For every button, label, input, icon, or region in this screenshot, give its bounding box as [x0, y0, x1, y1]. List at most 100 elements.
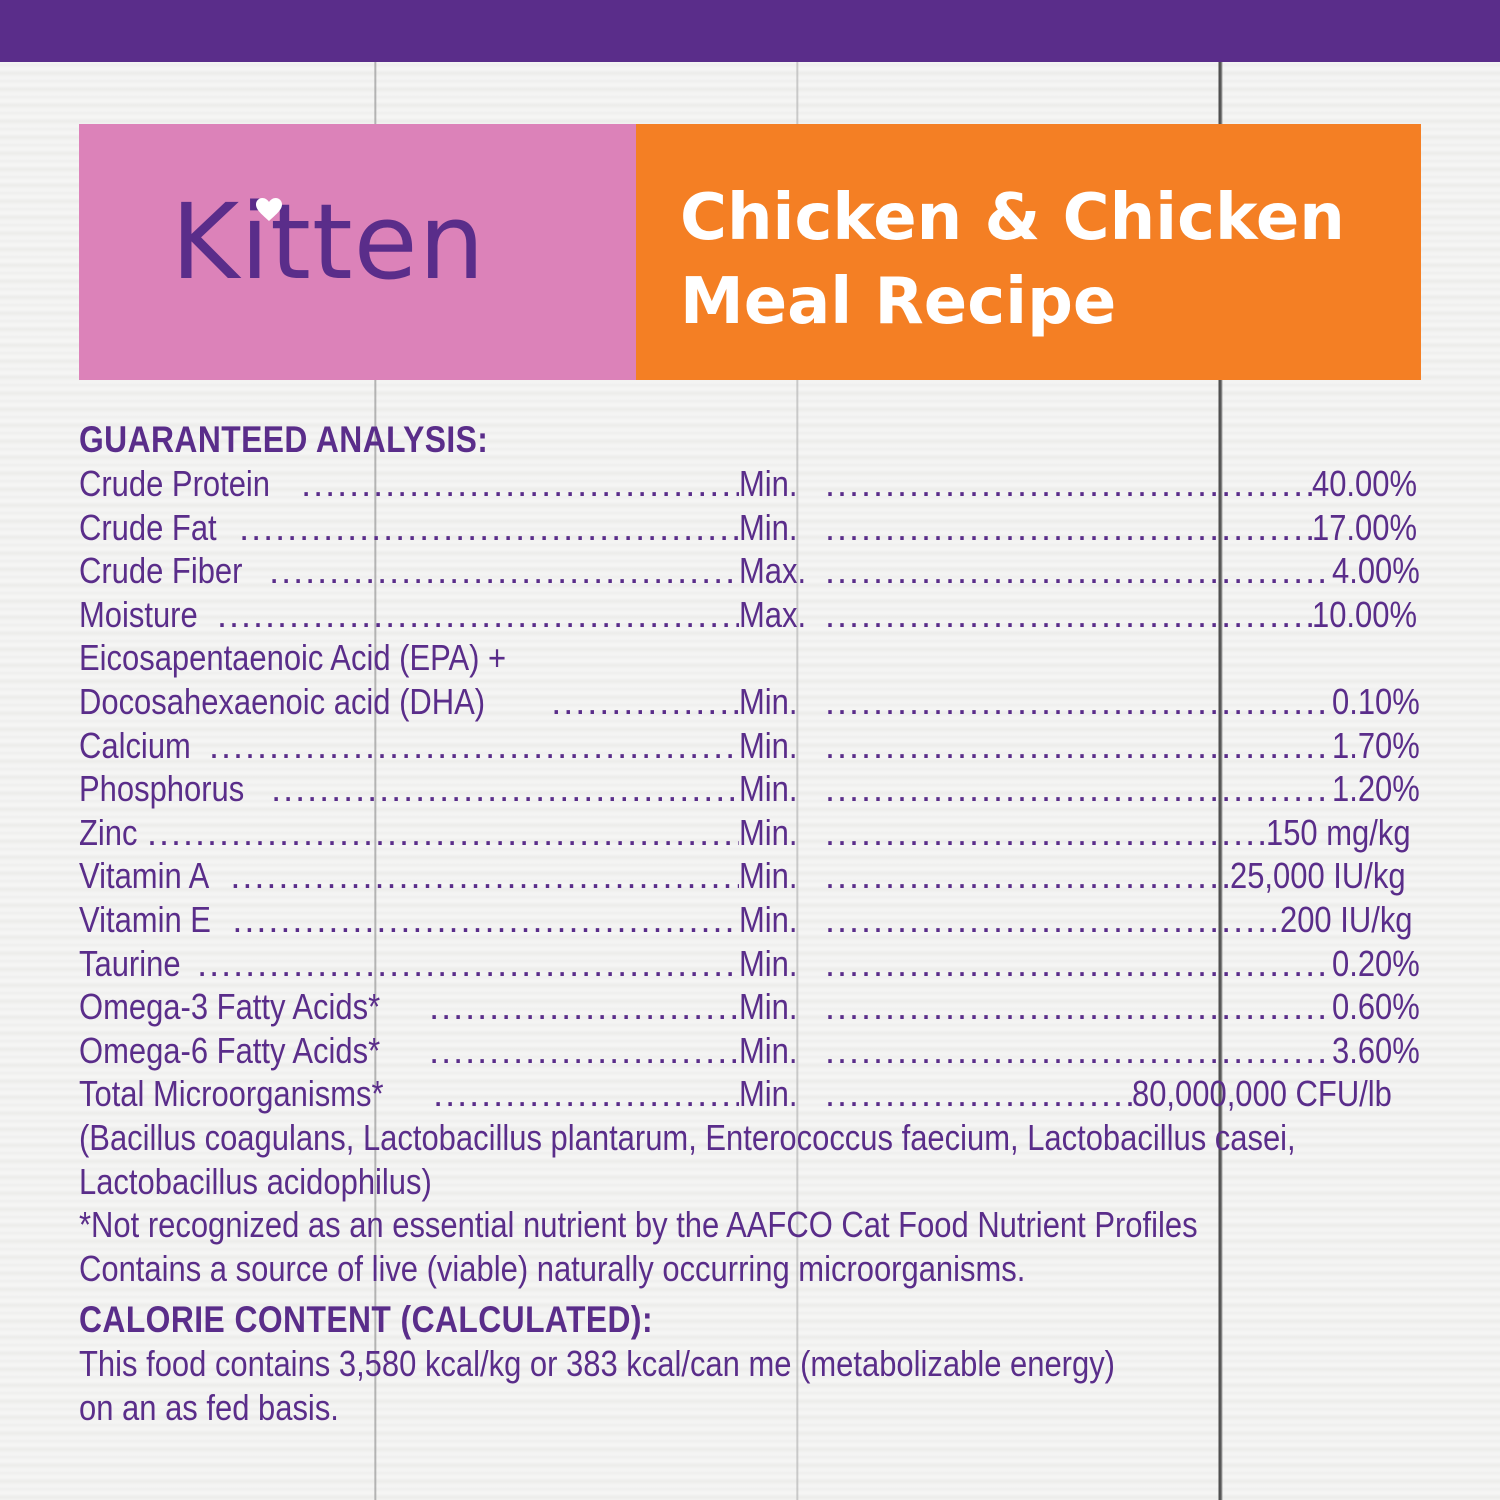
dot-leader — [147, 811, 739, 855]
table-row: Crude Fat Min. 17.00% — [79, 506, 1434, 550]
limit-type: Min. — [739, 506, 798, 548]
limit-type: Min. — [739, 680, 798, 722]
dot-leader — [825, 549, 1332, 593]
table-row: Zinc Min. 150 mg/kg — [79, 811, 1434, 855]
nutrient-name: Phosphorus — [79, 768, 245, 810]
table-row: Moisture Max. 10.00% — [79, 593, 1434, 637]
dot-leader — [825, 506, 1312, 550]
limit-type: Min. — [739, 1029, 798, 1071]
table-row: Omega-3 Fatty Acids* Min. 0.60% — [79, 985, 1434, 1029]
dot-leader — [825, 898, 1280, 942]
recipe-title: Chicken & Chicken Meal Recipe — [680, 181, 1345, 339]
nutrient-name: Taurine — [79, 942, 181, 984]
dot-leader — [825, 854, 1230, 898]
table-row: Docosahexaenoic acid (DHA) Min. 0.10% — [79, 680, 1434, 724]
dot-leader — [301, 462, 739, 506]
nutrition-panel: GUARANTEED ANALYSIS: Crude Protein Min. 40… — [79, 418, 1434, 1429]
dot-leader — [269, 549, 739, 593]
dot-leader — [433, 1072, 739, 1116]
dot-leader — [825, 767, 1332, 811]
nutrient-name: Calcium — [79, 724, 191, 766]
table-row: Total Microorganisms* Min. 80,000,000 CFU/… — [79, 1072, 1434, 1116]
table-row: Crude Protein Min. 40.00% — [79, 462, 1434, 506]
dot-leader — [232, 898, 739, 942]
table-row: Taurine Min. 0.20% — [79, 942, 1434, 986]
guaranteed-analysis-heading: GUARANTEED ANALYSIS: — [79, 419, 489, 460]
epa-line: Eicosapentaenoic Acid (EPA) + — [79, 637, 507, 679]
nutrient-value: 1.70% — [1331, 724, 1420, 766]
dot-leader — [217, 593, 739, 637]
table-row: Vitamin E Min. 200 IU/kg — [79, 898, 1434, 942]
nutrient-value: 0.10% — [1331, 680, 1420, 722]
dot-leader — [825, 985, 1332, 1029]
top-color-bar — [0, 0, 1500, 62]
nutrient-name: Omega-6 Fatty Acids* — [79, 1029, 381, 1071]
nutrient-value: 200 IU/kg — [1279, 898, 1413, 940]
nutrient-value: 4.00% — [1331, 550, 1420, 592]
nutrient-name: Docosahexaenoic acid (DHA) — [79, 680, 486, 722]
dot-leader — [551, 680, 739, 724]
organisms-list-line1: (Bacillus coagulans, Lactobacillus plant… — [79, 1116, 1296, 1158]
dot-leader — [271, 767, 739, 811]
dot-leader — [239, 506, 739, 550]
limit-type: Max. — [739, 550, 807, 592]
table-row: Calcium Min. 1.70% — [79, 724, 1434, 768]
dot-leader — [197, 942, 739, 986]
limit-type: Min. — [739, 942, 798, 984]
limit-type: Max. — [739, 593, 807, 635]
aafco-footnote: *Not recognized as an essential nutrient… — [79, 1204, 1198, 1246]
dot-leader — [825, 593, 1312, 637]
nutrient-value: 1.20% — [1331, 768, 1420, 810]
product-banner: Kitten Chicken & Chicken Meal Recipe — [79, 124, 1421, 380]
calorie-line2: on an as fed basis. — [79, 1386, 339, 1428]
dot-leader — [230, 854, 739, 898]
limit-type: Min. — [739, 986, 798, 1028]
recipe-panel: Chicken & Chicken Meal Recipe — [636, 124, 1421, 380]
nutrient-name: Crude Fat — [79, 506, 217, 548]
limit-type: Min. — [739, 463, 798, 504]
analysis-table: Crude Protein Min. 40.00% Crude Fat Min. 17.0… — [79, 462, 1434, 1116]
nutrient-value: 80,000,000 CFU/lb — [1131, 1073, 1392, 1115]
limit-type: Min. — [739, 768, 798, 810]
table-row: Phosphorus Min. 1.20% — [79, 767, 1434, 811]
dot-leader — [429, 985, 739, 1029]
dot-leader — [825, 680, 1332, 724]
limit-type: Min. — [739, 1073, 798, 1115]
dot-leader — [825, 942, 1332, 986]
nutrient-value: 0.60% — [1331, 986, 1420, 1028]
nutrient-name: Moisture — [79, 593, 198, 635]
table-row: Crude Fiber Max. 4.00% — [79, 549, 1434, 593]
nutrient-name: Total Microorganisms* — [79, 1073, 384, 1115]
dot-leader — [825, 724, 1332, 768]
nutrient-value: 10.00% — [1311, 593, 1417, 635]
calorie-line1: This food contains 3,580 kcal/kg or 383 … — [79, 1343, 1116, 1385]
heart-icon — [256, 198, 282, 221]
dot-leader — [825, 1029, 1332, 1073]
nutrient-value: 40.00% — [1311, 463, 1417, 504]
dot-leader — [825, 462, 1312, 506]
calorie-content-heading: CALORIE CONTENT (CALCULATED): — [79, 1299, 653, 1341]
nutrient-name: Vitamin E — [79, 898, 211, 940]
nutrient-value: 0.20% — [1331, 942, 1420, 984]
limit-type: Min. — [739, 855, 798, 897]
limit-type: Min. — [739, 724, 798, 766]
nutrient-name: Crude Fiber — [79, 550, 243, 592]
nutrient-value: 17.00% — [1311, 506, 1417, 548]
brand-panel: Kitten — [79, 124, 636, 380]
limit-type: Min. — [739, 898, 798, 940]
kitten-label: Kitten — [171, 181, 486, 303]
dot-leader — [429, 1029, 739, 1073]
dot-leader — [825, 1072, 1132, 1116]
nutrient-value: 150 mg/kg — [1265, 811, 1411, 853]
nutrient-name: Crude Protein — [79, 463, 271, 504]
live-microorganisms-note: Contains a source of live (viable) natur… — [79, 1247, 1026, 1289]
dot-leader — [209, 724, 739, 768]
table-row: Omega-6 Fatty Acids* Min. 3.60% — [79, 1029, 1434, 1073]
nutrient-value: 3.60% — [1331, 1029, 1420, 1071]
organisms-list-line2: Lactobacillus acidophilus) — [79, 1160, 432, 1202]
nutrient-value: 25,000 IU/kg — [1229, 855, 1406, 897]
nutrient-name: Omega-3 Fatty Acids* — [79, 986, 381, 1028]
dot-leader — [825, 811, 1266, 855]
limit-type: Min. — [739, 811, 798, 853]
nutrient-name: Zinc — [79, 811, 138, 853]
